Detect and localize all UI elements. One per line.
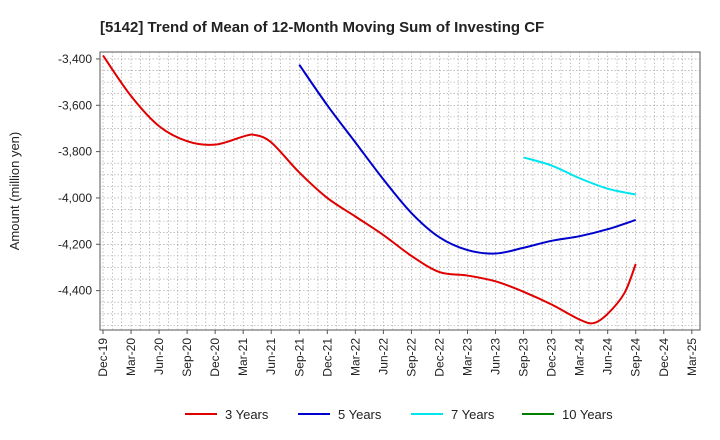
x-tick-label: Sep-20 [180,338,194,377]
plot-area [99,51,701,331]
x-tick-label: Mar-25 [685,338,699,376]
x-tick-label: Sep-22 [404,338,418,377]
series-line-5-years [298,64,637,255]
x-tick-label: Jun-22 [376,338,390,375]
legend-label: 3 Years [225,407,269,422]
chart-title: [5142] Trend of Mean of 12-Month Moving … [100,19,544,36]
x-tick-label: Dec-24 [657,338,671,377]
legend: 3 Years 5 Years 7 Years 10 Years [185,407,613,422]
x-tick-label: Mar-24 [573,338,587,376]
x-tick-label: Dec-21 [320,338,334,377]
x-tick-label: Jun-21 [264,338,278,375]
grid-lines [100,52,700,330]
x-tick-label: Sep-21 [292,338,306,377]
y-tick-label: -3,600 [58,98,92,112]
legend-label: 7 Years [451,407,495,422]
y-tick-label: -3,400 [58,52,92,66]
x-tick-label: Mar-22 [348,338,362,376]
series-line-3-years [102,54,637,325]
y-tick-label: -4,400 [58,284,92,298]
x-tick-label: Jun-23 [489,338,503,375]
y-axis-label: Amount (million yen) [7,132,22,251]
series-lines [102,54,637,325]
x-tick-label: Sep-23 [517,338,531,377]
x-tick-label: Mar-21 [236,338,250,376]
y-tick-label: -4,000 [58,191,92,205]
y-tick-label: -4,200 [58,237,92,251]
x-tick-label: Jun-20 [152,338,166,375]
x-tick-label: Dec-22 [432,338,446,377]
legend-label: 10 Years [562,407,613,422]
y-tick-labels: -3,400 -3,600 -3,800 -4,000 -4,200 -4,400 [58,52,100,298]
x-tick-label: Mar-20 [124,338,138,376]
y-tick-label: -3,800 [58,145,92,159]
x-tick-label: Dec-20 [208,338,222,377]
x-tick-label: Dec-19 [96,338,110,377]
legend-label: 5 Years [338,407,382,422]
x-tick-label: Mar-23 [460,338,474,376]
x-tick-labels: Dec-19 Mar-20 Jun-20 Sep-20 Dec-20 Mar-21 Jun-… [96,330,699,377]
x-tick-label: Sep-24 [629,338,643,377]
series-line-7-years [523,156,636,196]
x-tick-label: Jun-24 [601,338,615,375]
x-tick-label: Dec-23 [545,338,559,377]
